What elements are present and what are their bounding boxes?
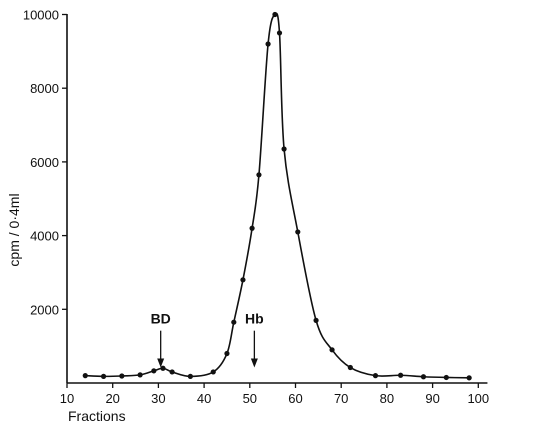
axes: [66, 14, 488, 384]
annotation-arrow-head: [157, 358, 165, 368]
annotation-arrow-head: [250, 358, 258, 368]
x-tick-label: 40: [197, 391, 211, 406]
data-point: [256, 172, 262, 178]
data-point: [82, 373, 88, 379]
annotation-label: Hb: [245, 311, 264, 327]
x-tick-label: 60: [288, 391, 302, 406]
series: [82, 11, 472, 381]
data-point: [272, 11, 278, 18]
x-tick-label: 90: [425, 391, 439, 406]
x-tick-label: 80: [380, 391, 394, 406]
data-point: [398, 372, 404, 378]
x-tick-label: 50: [243, 391, 257, 406]
data-point: [443, 374, 449, 381]
data-point: [466, 375, 472, 381]
annotation-label: BD: [151, 311, 171, 327]
data-point: [249, 225, 255, 231]
x-tick-label: 30: [151, 391, 165, 406]
data-point: [347, 364, 353, 371]
data-point: [276, 30, 283, 36]
data-point: [313, 317, 319, 323]
annotations: BD Hb: [151, 311, 264, 368]
ticks: 10 20 30 40 50 60 70 80 90 100 2000 4000 6000 8000 100…: [23, 8, 489, 407]
y-axis-title: cpm / 0·4ml: [6, 193, 22, 266]
x-tick-label: 100: [467, 391, 489, 406]
x-tick-label: 20: [105, 391, 119, 406]
series-line: [85, 12, 470, 379]
data-point: [151, 368, 157, 374]
data-point: [329, 347, 335, 353]
data-point: [100, 373, 107, 379]
y-tick-label: 2000: [30, 302, 59, 317]
data-point: [224, 350, 230, 357]
data-point: [137, 372, 143, 378]
x-axis-title: Fractions: [68, 408, 126, 424]
y-tick-label: 4000: [30, 229, 59, 244]
data-point: [231, 319, 237, 325]
data-point: [119, 373, 125, 379]
data-point: [240, 277, 246, 283]
x-tick-label: 70: [334, 391, 348, 406]
data-point: [160, 365, 166, 371]
data-point: [187, 373, 193, 379]
x-tick-label: 10: [60, 391, 74, 406]
data-point: [295, 229, 301, 235]
data-point: [281, 146, 287, 152]
data-point: [420, 374, 427, 380]
data-point: [265, 41, 271, 47]
data-point: [169, 369, 175, 375]
y-tick-label: 10000: [23, 8, 59, 23]
data-point: [210, 369, 216, 375]
y-tick-label: 8000: [30, 81, 59, 96]
y-tick-label: 6000: [30, 155, 59, 170]
data-point: [372, 373, 379, 379]
